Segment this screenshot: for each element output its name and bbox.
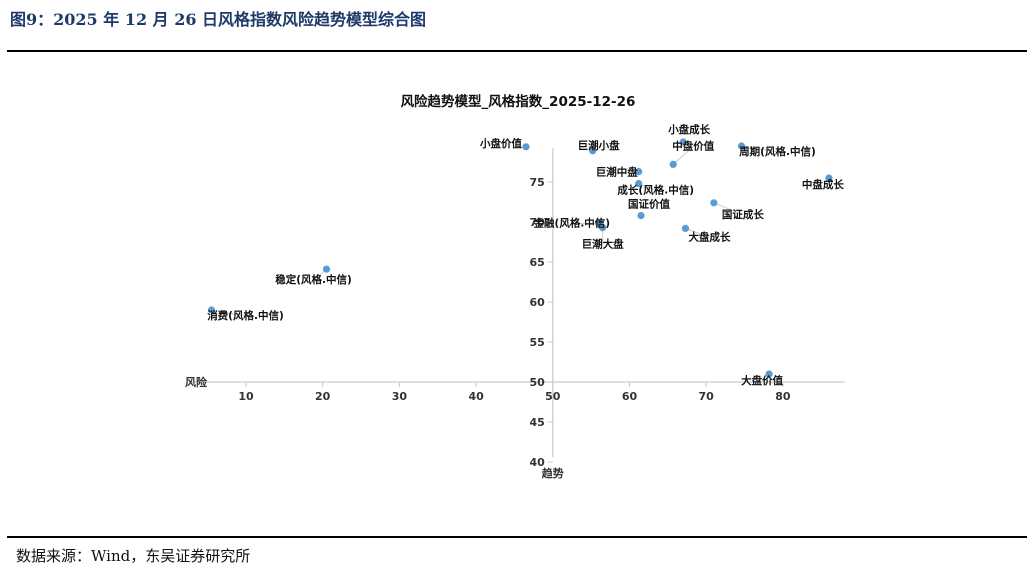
x-tick-label: 30: [392, 390, 408, 403]
point-label: 稳定(风格.中信): [275, 273, 352, 286]
point-label: 成长(风格.中信): [617, 184, 694, 197]
data-point: [710, 199, 718, 207]
data-point: [679, 138, 687, 146]
top-divider: [7, 50, 1027, 52]
data-point: [681, 224, 690, 232]
y-tick-label: 45: [529, 416, 544, 429]
data-point: [765, 370, 773, 378]
x-axis-label: 风险: [185, 375, 208, 389]
point-label: 巨潮大盘: [582, 238, 624, 251]
y-tick-label: 50: [529, 376, 545, 389]
data-point: [737, 142, 746, 150]
point-label: 大盘成长: [688, 230, 730, 243]
x-tick-label: 80: [775, 390, 791, 403]
x-tick-label: 70: [699, 390, 715, 403]
y-axis-label: 趋势: [542, 466, 564, 480]
point-label: 金融(风格.中信): [533, 217, 611, 230]
point-label: 中盘成长: [802, 178, 844, 191]
y-tick-label: 55: [529, 336, 544, 349]
figure-title: 图9：2025 年 12 月 26 日风格指数风险趋势模型综合图: [10, 10, 427, 29]
point-label: 周期(风格.中信): [739, 145, 816, 158]
data-points-layer: [207, 138, 833, 378]
leader-line: [672, 146, 694, 165]
chart-title: 风险趋势模型_风格指数_2025-12-26: [401, 93, 636, 110]
point-label: 巨潮小盘: [578, 139, 620, 152]
x-tick-label: 10: [238, 390, 254, 403]
y-tick-label: 75: [529, 176, 544, 189]
leader-lines-layer: [211, 145, 778, 317]
y-tick-label: 70: [529, 216, 545, 229]
data-point: [635, 180, 643, 188]
scatter-chart: 风险趋势模型_风格指数_2025-12-26 4045505560657075趋…: [185, 93, 845, 480]
point-label: 中盘价值: [672, 139, 714, 152]
data-point: [635, 168, 643, 176]
leader-line: [741, 145, 778, 153]
y-tick-label: 65: [529, 256, 544, 269]
leader-line: [211, 309, 246, 317]
y-tick-label: 40: [529, 456, 545, 469]
data-point: [825, 174, 833, 182]
axes-layer: [189, 148, 845, 463]
data-point: [322, 265, 331, 273]
data-point: [207, 306, 216, 314]
leader-line: [616, 171, 639, 174]
x-tick-label: 50: [545, 390, 561, 403]
point-label: 大盘价值: [741, 374, 783, 387]
x-tick-label: 40: [468, 390, 484, 403]
data-point: [599, 224, 607, 232]
x-tick-label: 20: [315, 390, 331, 403]
point-label: 消费(风格.中信): [207, 309, 284, 322]
point-label: 巨潮中盘: [596, 166, 638, 179]
data-point: [669, 160, 677, 168]
x-tick-labels-layer: 10 20 30 40 50 60 70 80 风险: [185, 375, 791, 403]
data-point: [522, 143, 530, 151]
x-tick-label: 60: [622, 390, 638, 403]
leader-line: [685, 227, 710, 238]
source-note: 数据来源：Wind，东吴证券研究所: [16, 547, 251, 565]
y-tick-label: 60: [529, 296, 545, 309]
point-label: 国证成长: [722, 208, 764, 221]
data-point: [637, 212, 645, 220]
leader-line: [713, 202, 744, 216]
point-label: 小盘成长: [667, 123, 710, 136]
data-point: [589, 147, 597, 155]
bottom-divider: [7, 536, 1027, 538]
point-label: 国证价值: [628, 198, 670, 211]
point-label: 小盘价值: [479, 137, 522, 150]
